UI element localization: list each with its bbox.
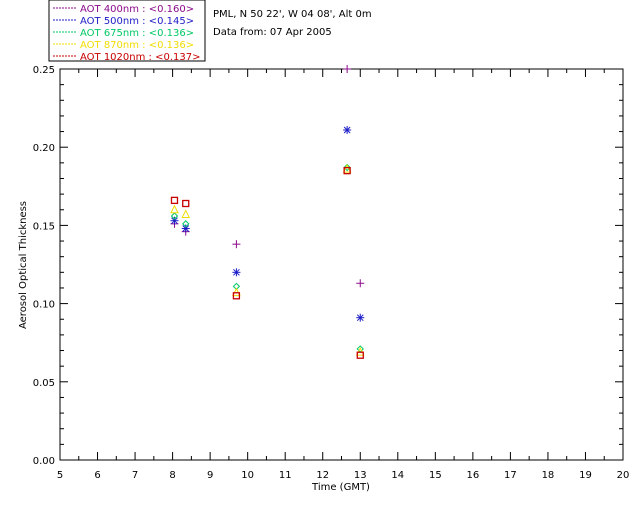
square-marker bbox=[170, 196, 179, 205]
x-tick-label: 15 bbox=[429, 470, 442, 481]
x-tick-label: 9 bbox=[207, 470, 213, 481]
series-aot-870nm bbox=[170, 163, 365, 356]
diamond-marker bbox=[182, 220, 190, 228]
x-tick-label: 13 bbox=[354, 470, 367, 481]
asterisk-marker bbox=[170, 216, 179, 225]
legend-label: AOT 675nm : <0.136> bbox=[80, 28, 194, 39]
x-tick-label: 5 bbox=[57, 470, 63, 481]
y-axis: 0.00 0.05 0.10 0.15 0.20 0.25 bbox=[33, 65, 623, 467]
asterisk-marker bbox=[343, 125, 352, 134]
x-tick-label: 16 bbox=[466, 470, 479, 481]
x-tick-label: 18 bbox=[542, 470, 555, 481]
y-tick-label: 0.00 bbox=[33, 456, 55, 467]
x-axis-label: Time (GMT) bbox=[311, 482, 370, 493]
plus-marker bbox=[232, 240, 241, 249]
y-tick-label: 0.10 bbox=[33, 300, 55, 311]
asterisk-marker bbox=[181, 224, 190, 233]
plus-marker bbox=[356, 279, 365, 288]
triangle-marker bbox=[342, 163, 352, 173]
legend-box bbox=[48, 0, 206, 62]
x-tick-label: 8 bbox=[169, 470, 175, 481]
series-aot-400nm bbox=[170, 65, 365, 288]
series-aot-1020nm bbox=[170, 167, 364, 359]
x-tick-label: 20 bbox=[617, 470, 630, 481]
legend-label: AOT 400nm : <0.160> bbox=[80, 4, 194, 15]
legend: AOT 400nm : <0.160>AOT 500nm : <0.145>AO… bbox=[53, 4, 200, 63]
triangle-marker bbox=[170, 204, 179, 214]
chart-subtitle: Data from: 07 Apr 2005 bbox=[213, 27, 332, 38]
legend-label: AOT 500nm : <0.145> bbox=[80, 16, 194, 27]
square-marker bbox=[182, 199, 190, 208]
asterisk-marker bbox=[356, 313, 365, 322]
x-tick-label: 19 bbox=[579, 470, 592, 481]
legend-label: AOT 870nm : <0.136> bbox=[80, 40, 194, 51]
y-tick-label: 0.20 bbox=[33, 143, 55, 154]
diamond-marker bbox=[170, 212, 179, 220]
chart-title: PML, N 50 22', W 04 08', Alt 0m bbox=[213, 9, 372, 20]
plus-marker bbox=[343, 65, 352, 73]
y-tick-label: 0.25 bbox=[33, 65, 55, 76]
square-marker bbox=[356, 351, 364, 359]
y-axis-label: Aerosol Optical Thickness bbox=[18, 201, 29, 329]
y-tick-label: 0.15 bbox=[33, 221, 55, 232]
data-points bbox=[170, 65, 365, 359]
diamond-marker bbox=[343, 163, 351, 172]
x-tick-label: 11 bbox=[279, 470, 292, 481]
square-marker bbox=[232, 292, 241, 300]
x-tick-label: 6 bbox=[94, 470, 100, 481]
asterisk-marker bbox=[232, 268, 241, 277]
x-tick-label: 14 bbox=[391, 470, 404, 481]
series-aot-675nm bbox=[170, 163, 364, 353]
square-marker bbox=[343, 167, 351, 175]
x-tick-label: 7 bbox=[132, 470, 138, 481]
y-tick-label: 0.05 bbox=[33, 378, 55, 389]
x-tick-label: 12 bbox=[316, 470, 329, 481]
legend-label: AOT 1020nm : <0.137> bbox=[80, 52, 200, 63]
x-tick-label: 17 bbox=[504, 470, 517, 481]
x-tick-label: 10 bbox=[241, 470, 254, 481]
series-aot-500nm bbox=[170, 125, 365, 322]
triangle-marker bbox=[181, 209, 191, 218]
x-axis: 5 6 7 8 9 10 11 12 13 14 15 16 17 18 19 20 bbox=[57, 69, 630, 481]
plot-frame bbox=[59, 68, 624, 461]
